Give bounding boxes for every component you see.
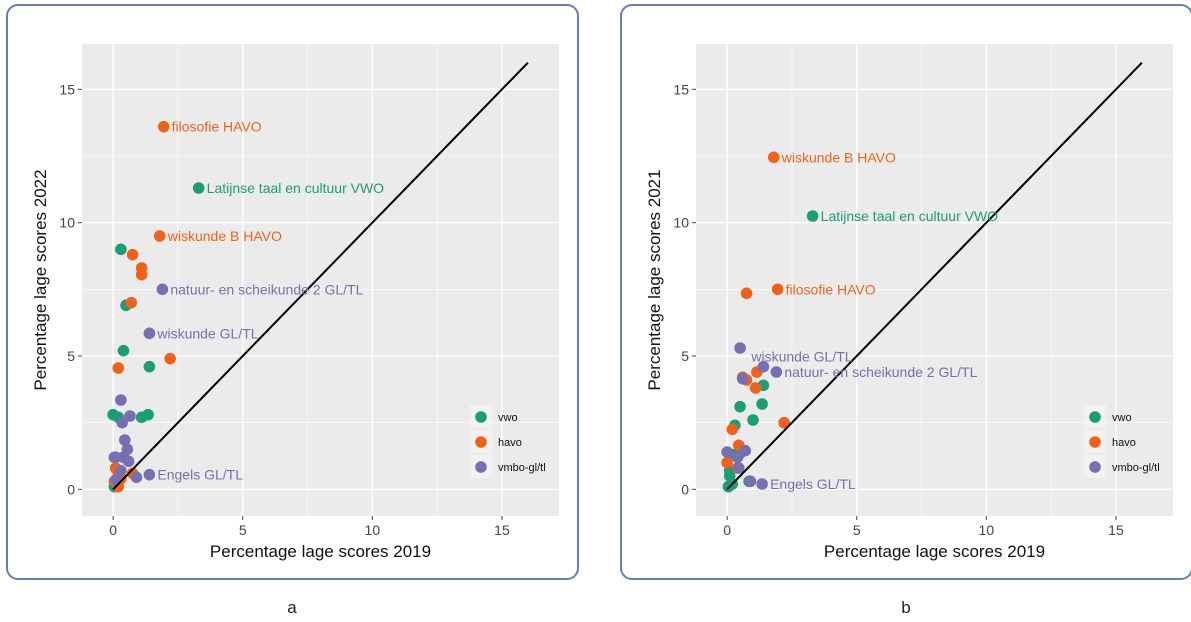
point-annotation: wiskunde GL/TL — [750, 349, 852, 365]
data-point-havo — [726, 424, 738, 436]
data-point-havo — [721, 457, 733, 469]
x-tick-label: 0 — [109, 522, 117, 538]
y-tick-label: 5 — [681, 348, 689, 364]
legend-label: vmbo-gl/tl — [498, 462, 546, 474]
point-annotation: Latijnse taal en cultuur VWO — [821, 208, 999, 224]
point-annotation: natuur- en scheikunde 2 GL/TL — [170, 281, 363, 297]
x-tick-label: 10 — [979, 522, 995, 538]
y-tick-label: 10 — [59, 215, 75, 231]
point-annotation: filosofie HAVO — [786, 281, 876, 297]
point-annotation: wiskunde GL/TL — [156, 325, 258, 341]
data-point-vmbo — [144, 328, 156, 340]
scatter-chart-a: 0 5 10 15 0 5 10 15 Percentage lage scores 2019 P… — [8, 6, 577, 578]
data-point-havo — [772, 284, 784, 296]
legend-label: vwo — [498, 412, 518, 424]
data-point-vmbo — [721, 446, 733, 458]
chart-panel-b: 0 5 10 15 0 5 10 15 Percentage lage scores 2019 P… — [620, 4, 1191, 580]
y-axis-title: Percentage lage scores 2022 — [31, 169, 50, 390]
data-point-havo — [750, 382, 762, 394]
legend-label: havo — [498, 437, 522, 449]
legend-key-vwo — [475, 411, 487, 423]
data-point-vmbo — [745, 476, 757, 488]
legend-label: vwo — [1112, 412, 1132, 424]
data-point-havo — [127, 249, 139, 261]
point-annotation: wiskunde B HAVO — [167, 228, 282, 244]
data-point-vwo — [747, 414, 759, 426]
data-point-havo — [768, 152, 780, 164]
data-point-vmbo — [115, 394, 127, 406]
y-tick-label: 5 — [67, 348, 75, 364]
panel-caption-b: b — [886, 598, 926, 618]
x-tick-label: 5 — [853, 522, 861, 538]
legend-key-vmbo — [475, 461, 487, 473]
data-point-vwo — [193, 182, 205, 194]
chart-panel-a: 0 5 10 15 0 5 10 15 Percentage lage scores 2019 P… — [6, 4, 579, 580]
legend-label: vmbo-gl/tl — [1112, 462, 1160, 474]
x-axis-title: Percentage lage scores 2019 — [824, 542, 1045, 561]
data-point-havo — [741, 288, 753, 300]
legend-label: havo — [1112, 437, 1136, 449]
x-tick-label: 5 — [239, 522, 247, 538]
y-tick-label: 15 — [59, 81, 75, 97]
scatter-chart-b: 0 5 10 15 0 5 10 15 Percentage lage scores 2019 P… — [622, 6, 1191, 578]
y-tick-label: 0 — [681, 481, 689, 497]
panel-caption-a: a — [272, 598, 312, 618]
data-point-vwo — [807, 210, 819, 222]
x-tick-label: 15 — [494, 522, 510, 538]
data-point-vwo — [734, 401, 746, 413]
data-point-vwo — [118, 345, 130, 357]
point-annotation: Latijnse taal en cultuur VWO — [207, 180, 385, 196]
data-point-vwo — [756, 398, 768, 410]
data-point-vwo — [142, 409, 154, 421]
legend-key-havo — [1089, 436, 1101, 448]
data-point-vmbo — [734, 342, 746, 354]
x-tick-label: 0 — [723, 522, 731, 538]
data-point-havo — [112, 362, 124, 374]
data-point-havo — [136, 269, 148, 281]
point-annotation: Engels GL/TL — [770, 476, 856, 492]
data-point-vmbo — [737, 373, 749, 385]
data-point-vmbo — [124, 410, 136, 422]
point-annotation: filosofie HAVO — [172, 119, 262, 135]
y-tick-label: 0 — [67, 481, 75, 497]
data-point-havo — [125, 297, 137, 309]
x-tick-label: 15 — [1108, 522, 1124, 538]
data-point-havo — [164, 353, 176, 365]
data-point-vmbo — [123, 456, 135, 468]
data-point-vmbo — [110, 474, 122, 486]
data-point-vmbo — [732, 452, 744, 464]
data-point-vmbo — [144, 469, 156, 481]
data-point-vmbo — [771, 366, 783, 378]
y-axis-title: Percentage lage scores 2021 — [645, 169, 664, 390]
x-tick-label: 10 — [365, 522, 381, 538]
point-annotation: natuur- en scheikunde 2 GL/TL — [784, 364, 977, 380]
data-point-vwo — [144, 361, 156, 373]
x-axis-title: Percentage lage scores 2019 — [210, 542, 431, 561]
data-point-vmbo — [157, 284, 169, 296]
y-tick-label: 15 — [673, 81, 689, 97]
legend-key-vwo — [1089, 411, 1101, 423]
y-tick-label: 10 — [673, 215, 689, 231]
legend-key-vmbo — [1089, 461, 1101, 473]
legend-key-havo — [475, 436, 487, 448]
data-point-havo — [158, 121, 170, 133]
point-annotation: Engels GL/TL — [157, 467, 243, 483]
data-point-vmbo — [756, 478, 768, 490]
data-point-vmbo — [109, 452, 121, 464]
data-point-havo — [154, 230, 166, 242]
data-point-vmbo — [131, 472, 143, 484]
point-annotation: wiskunde B HAVO — [781, 149, 896, 165]
data-point-vwo — [115, 244, 127, 256]
